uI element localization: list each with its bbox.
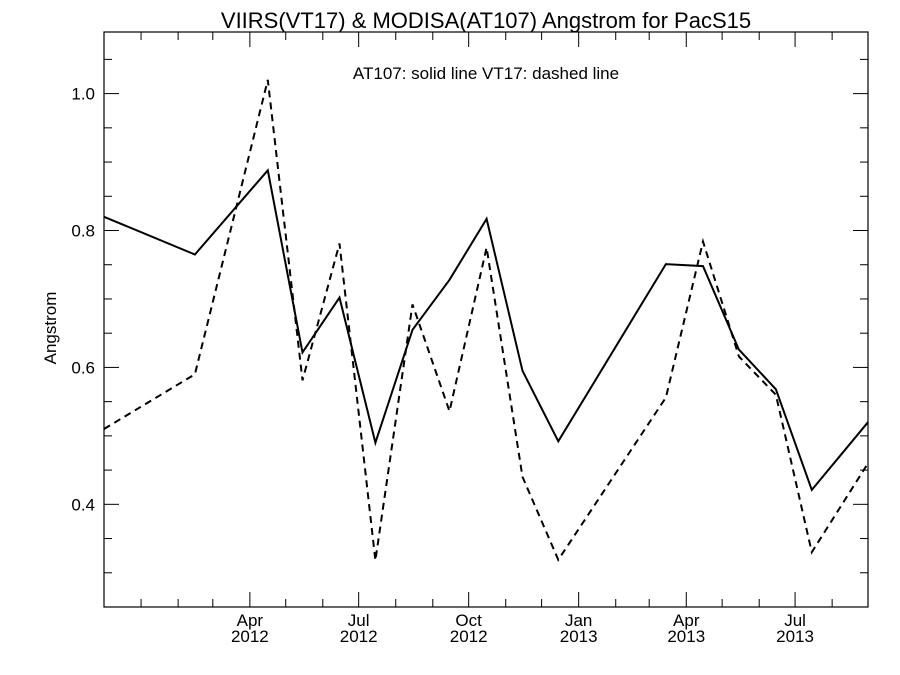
y-tick-label: 0.4 bbox=[71, 495, 95, 514]
x-tick-label-month: Oct bbox=[455, 611, 482, 630]
y-tick-label: 0.8 bbox=[71, 222, 95, 241]
x-tick-label-year: 2012 bbox=[450, 627, 488, 646]
x-tick-label-year: 2013 bbox=[667, 627, 705, 646]
y-axis-label: Angstrom bbox=[41, 292, 60, 365]
chart-marks: 0.40.60.81.0Apr2012Jul2012Oct2012Jan2013… bbox=[71, 32, 869, 646]
x-tick-label-month: Jul bbox=[348, 611, 370, 630]
series-line-at107 bbox=[103, 168, 869, 492]
x-tick-label-year: 2013 bbox=[776, 627, 814, 646]
x-tick-label-month: Jan bbox=[565, 611, 592, 630]
plot-frame bbox=[103, 31, 869, 608]
chart-title: VIIRS(VT17) & MODISA(AT107) Angstrom for… bbox=[221, 8, 751, 33]
series-line-vt17 bbox=[103, 79, 869, 562]
y-tick-label: 0.6 bbox=[71, 358, 95, 377]
chart-annotation: AT107: solid line VT17: dashed line bbox=[353, 64, 619, 83]
x-tick-label-year: 2012 bbox=[340, 627, 378, 646]
y-tick-label: 1.0 bbox=[71, 85, 95, 104]
x-tick-label-year: 2013 bbox=[560, 627, 598, 646]
x-tick-label-month: Jul bbox=[784, 611, 806, 630]
x-tick-label-month: Apr bbox=[673, 611, 700, 630]
x-tick-label-month: Apr bbox=[237, 611, 264, 630]
x-tick-label-year: 2012 bbox=[231, 627, 269, 646]
